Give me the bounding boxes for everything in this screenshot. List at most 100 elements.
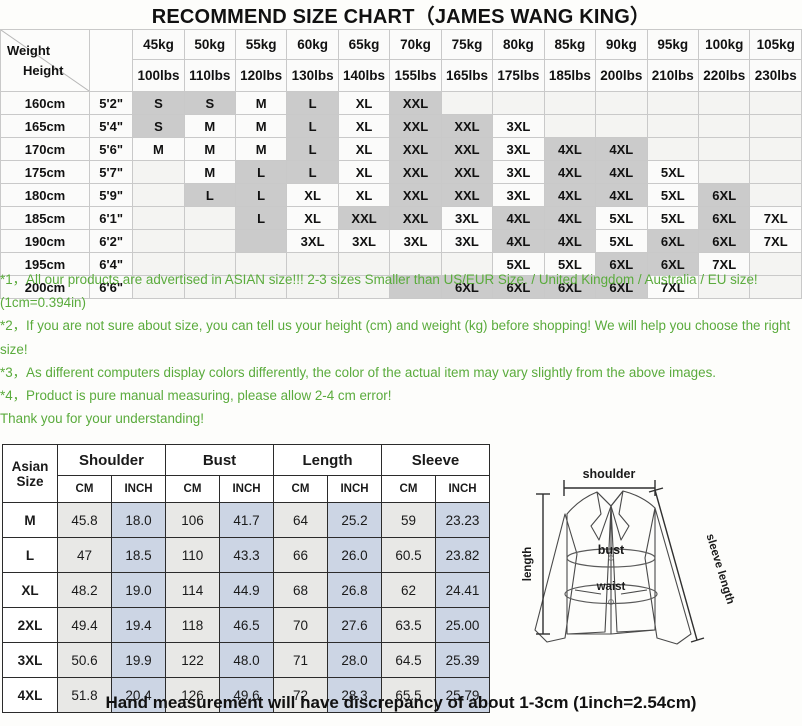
measure-value-cm: 60.5 [381,537,436,573]
size-cell: 5XL [595,229,648,253]
measure-value-cm: 47 [57,537,112,573]
measure-unit-header: INCH [219,475,274,503]
weight-lbs-header: 175lbs [492,59,545,92]
size-cell: XXL [440,137,494,161]
measure-size-label: L [2,537,58,573]
size-cell [183,206,236,230]
size-cell [132,252,185,276]
size-cell: 4XL [492,229,545,253]
size-cell: L [286,137,339,161]
weight-kg-header: 95kg [646,29,700,60]
size-cell [749,137,802,161]
shoulder-label: shoulder [583,467,636,481]
measure-group-header: Bust [165,444,274,476]
size-cell: 4XL [543,206,597,230]
size-cell [595,91,648,115]
size-cell: 6XL [492,275,545,299]
measure-value-cm: 48.2 [57,572,112,608]
measure-value-cm: 49.4 [57,607,112,643]
length-label: length [522,547,534,582]
weight-lbs-header: 140lbs [337,59,391,92]
size-cell: XXL [389,114,442,138]
height-axis-label: Height [23,63,64,78]
measure-value-cm: 63.5 [381,607,436,643]
size-cell [543,91,597,115]
weight-kg-header: 75kg [440,29,494,60]
size-cell: 5XL [646,160,700,184]
size-cell [697,160,751,184]
size-cell: 6XL [697,183,751,207]
measure-size-label: 4XL [2,677,58,713]
weight-kg-header: 70kg [389,29,442,60]
size-cell: S [183,91,236,115]
measure-value-cm: 70 [273,607,328,643]
size-cell: L [183,183,236,207]
height-ft-label: 5'7" [89,160,134,184]
size-cell: L [286,160,339,184]
measure-unit-header: CM [165,475,220,503]
weight-kg-header: 85kg [543,29,597,60]
size-cell: XXL [440,114,494,138]
measure-value-inch: 19.0 [111,572,166,608]
diagonal-divider-icon [1,30,90,91]
size-cell: XXL [389,137,442,161]
size-cell [749,114,802,138]
size-cell: L [234,160,288,184]
measurement-row: 4XL 51.8 20.4 126 49.6 72 28.3 65.5 25.79 [2,677,490,713]
asian-size-header: Asian Size [2,444,58,503]
size-cell: L [234,183,288,207]
size-cell [234,229,288,253]
page-title: RECOMMEND SIZE CHART（JAMES WANG KING） [0,0,802,29]
size-cell: XXL [389,91,442,115]
measure-group-header: Shoulder [57,444,166,476]
weight-lbs-header: 220lbs [697,59,751,92]
size-cell: XXL [389,206,442,230]
measure-value-inch: 25.79 [435,677,490,713]
height-cm-label: 185cm [0,206,91,230]
height-ft-label: 6'2" [89,229,134,253]
measure-size-label: 3XL [2,642,58,678]
measure-unit-header: INCH [111,475,166,503]
weight-kg-header: 90kg [595,29,648,60]
size-cell: L [234,206,288,230]
size-cell [234,252,288,276]
measure-value-inch: 26.8 [327,572,382,608]
size-cell: S [132,91,185,115]
notes-block: *1，All our products are advertised in AS… [0,268,800,430]
measure-value-inch: 26.0 [327,537,382,573]
height-ft-label: 5'9" [89,183,134,207]
size-cell: 3XL [492,114,545,138]
measure-value-cm: 71 [273,642,328,678]
matrix-row: 175cm 5'7" M L L XL XXL XXL 3XL 4XL 4XL 5XL [0,160,802,184]
measure-value-inch: 25.39 [435,642,490,678]
size-cell: M [234,114,288,138]
measure-value-inch: 43.3 [219,537,274,573]
size-cell: XL [337,183,391,207]
size-cell [697,137,751,161]
size-cell: M [234,91,288,115]
measure-unit-header: CM [381,475,436,503]
size-cell: XL [286,206,339,230]
size-cell [234,275,288,299]
measure-value-inch: 18.0 [111,502,166,538]
footer-note: Hand measurement will have discrepancy o… [105,693,697,712]
size-cell: 3XL [492,183,545,207]
size-cell [183,252,236,276]
measure-value-cm: 45.8 [57,502,112,538]
size-cell: XL [337,137,391,161]
measure-value-inch: 23.82 [435,537,490,573]
size-cell: 6XL [697,229,751,253]
measure-value-inch: 18.5 [111,537,166,573]
size-cell [132,160,185,184]
size-cell: 7XL [749,229,802,253]
size-cell: 4XL [543,229,597,253]
size-cell: M [183,114,236,138]
size-cell: XL [286,183,339,207]
measurement-row: 2XL 49.4 19.4 118 46.5 70 27.6 63.5 25.00 [2,607,490,643]
height-weight-size-matrix: Weight Height 45kg 50kg 55kg 60kg 65kg 70kg 75kg… [0,29,802,299]
matrix-row: 165cm 5'4" S M M L XL XXL XXL 3XL [0,114,802,138]
size-cell [337,275,391,299]
asian-size-header-line1: Asian [11,458,49,474]
size-cell [749,275,802,299]
size-cell: M [234,137,288,161]
